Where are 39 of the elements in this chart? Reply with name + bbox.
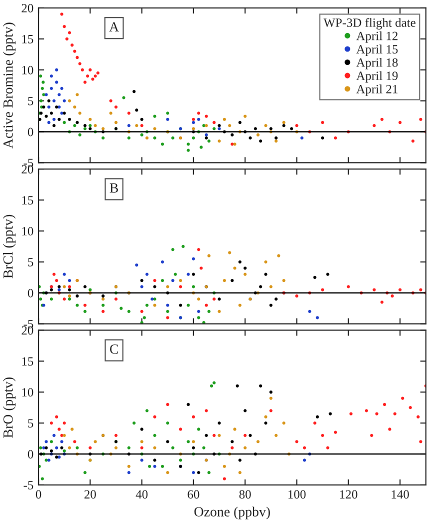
legend-label: April 12: [356, 31, 398, 43]
y-axis-title: Active Bromine (pptv): [3, 22, 16, 148]
y-tick-label: 15: [22, 34, 34, 44]
x-tick-label: 100: [288, 490, 306, 499]
x-tick-label: 60: [188, 490, 200, 499]
y-tick-label: 0: [28, 128, 34, 136]
x-tick-label: 0: [36, 490, 42, 499]
y-tick-label: 5: [28, 258, 34, 266]
legend-label: April 15: [356, 44, 398, 56]
x-tick-label: 20: [84, 490, 96, 499]
x-tick-label: 120: [340, 490, 358, 499]
y-axis-title: BrO (pptv): [3, 378, 16, 438]
y-tick-label: 0: [28, 288, 34, 298]
y-tick-label: 15: [22, 357, 34, 366]
x-tick-label: 40: [136, 490, 148, 499]
annotation: C: [110, 344, 118, 354]
y-tick-label: 10: [22, 388, 34, 397]
y-tick-label: -5: [24, 481, 34, 490]
y-axis-title: BrCl (pptv): [3, 214, 16, 278]
y-tick-label: 10: [22, 66, 34, 74]
y-tick-label: -5: [24, 320, 34, 328]
x-axis-title: Ozone (ppbv): [194, 506, 270, 520]
y-tick-label: 0: [28, 450, 34, 458]
y-tick-label: 10: [22, 227, 34, 236]
y-tick-label: -5: [24, 158, 34, 168]
legend-title: WP-3D flight date: [324, 18, 416, 30]
y-tick-label: 20: [22, 4, 34, 12]
legend-label: April 19: [356, 71, 398, 83]
annotation: B: [110, 183, 118, 193]
x-tick-label: 80: [239, 490, 251, 499]
y-tick-label: 5: [28, 96, 34, 106]
legend-label: April 21: [356, 84, 398, 96]
y-tick-label: 20: [22, 165, 34, 174]
y-tick-label: 5: [28, 419, 34, 428]
y-tick-label: 20: [22, 326, 34, 335]
y-tick-label: 15: [22, 196, 34, 204]
x-tick-label: 140: [392, 490, 409, 499]
annotation: A: [109, 22, 119, 32]
legend-label: April 18: [356, 58, 398, 70]
